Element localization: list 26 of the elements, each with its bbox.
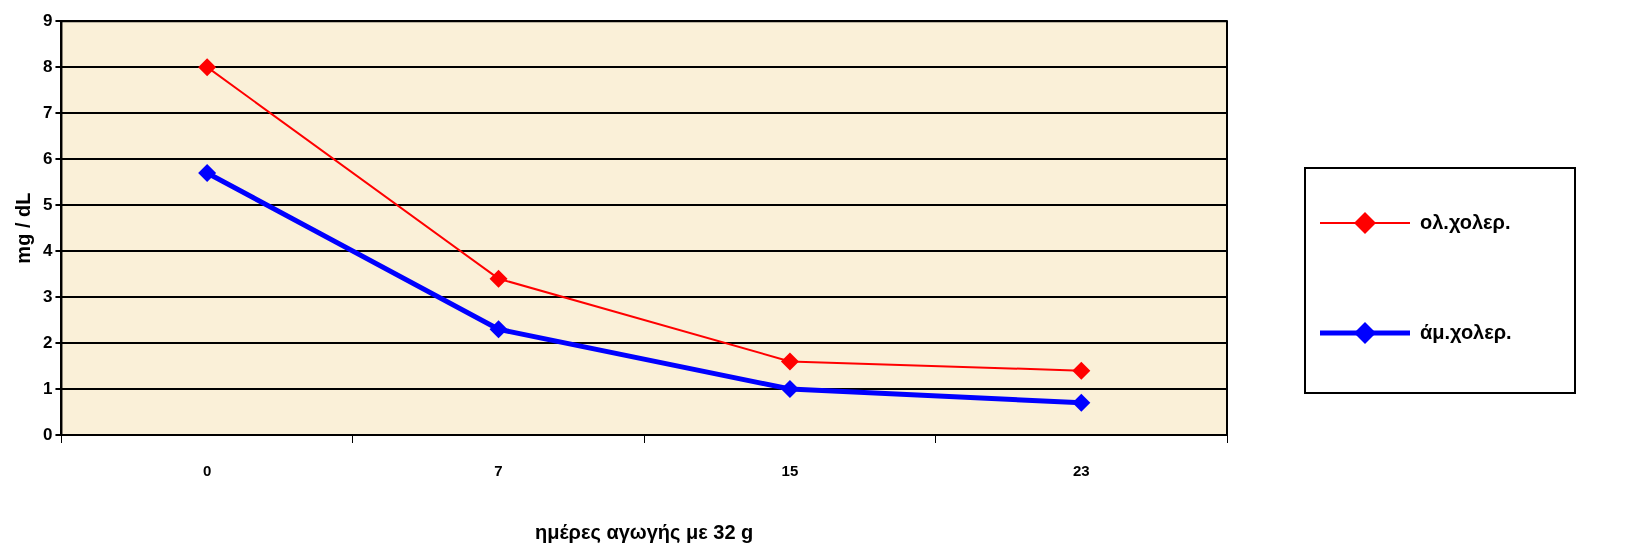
point xyxy=(489,320,508,339)
y-tick-label: 3 xyxy=(42,286,53,306)
y-tick-label: 4 xyxy=(42,240,53,260)
y-tick-label: 0 xyxy=(42,424,53,444)
point xyxy=(489,269,508,288)
y-axis-title: mg / dL xyxy=(11,192,34,264)
y-tick-label: 2 xyxy=(42,332,53,352)
y-tick-label: 5 xyxy=(42,194,53,214)
x-tick-label: 0 xyxy=(202,462,212,480)
x-tick-label: 7 xyxy=(494,462,503,480)
y-tick-label: 7 xyxy=(42,102,53,122)
point xyxy=(198,163,217,182)
point xyxy=(1072,361,1091,380)
legend-label: ολ.χολερ. xyxy=(1420,210,1511,233)
point xyxy=(780,380,799,399)
point xyxy=(780,352,799,371)
legend-label: άμ.χολερ. xyxy=(1420,320,1512,343)
y-tick-label: 8 xyxy=(42,56,53,76)
point xyxy=(198,58,217,77)
x-tick-label: 15 xyxy=(781,462,799,480)
y-tick-label: 9 xyxy=(42,10,53,30)
y-tick-label: 6 xyxy=(42,148,53,168)
x-tick-label: 23 xyxy=(1072,462,1090,480)
y-tick-label: 1 xyxy=(42,378,53,398)
x-axis-title: ημέρες αγωγής με 32 g xyxy=(535,520,754,543)
point xyxy=(1072,393,1091,412)
